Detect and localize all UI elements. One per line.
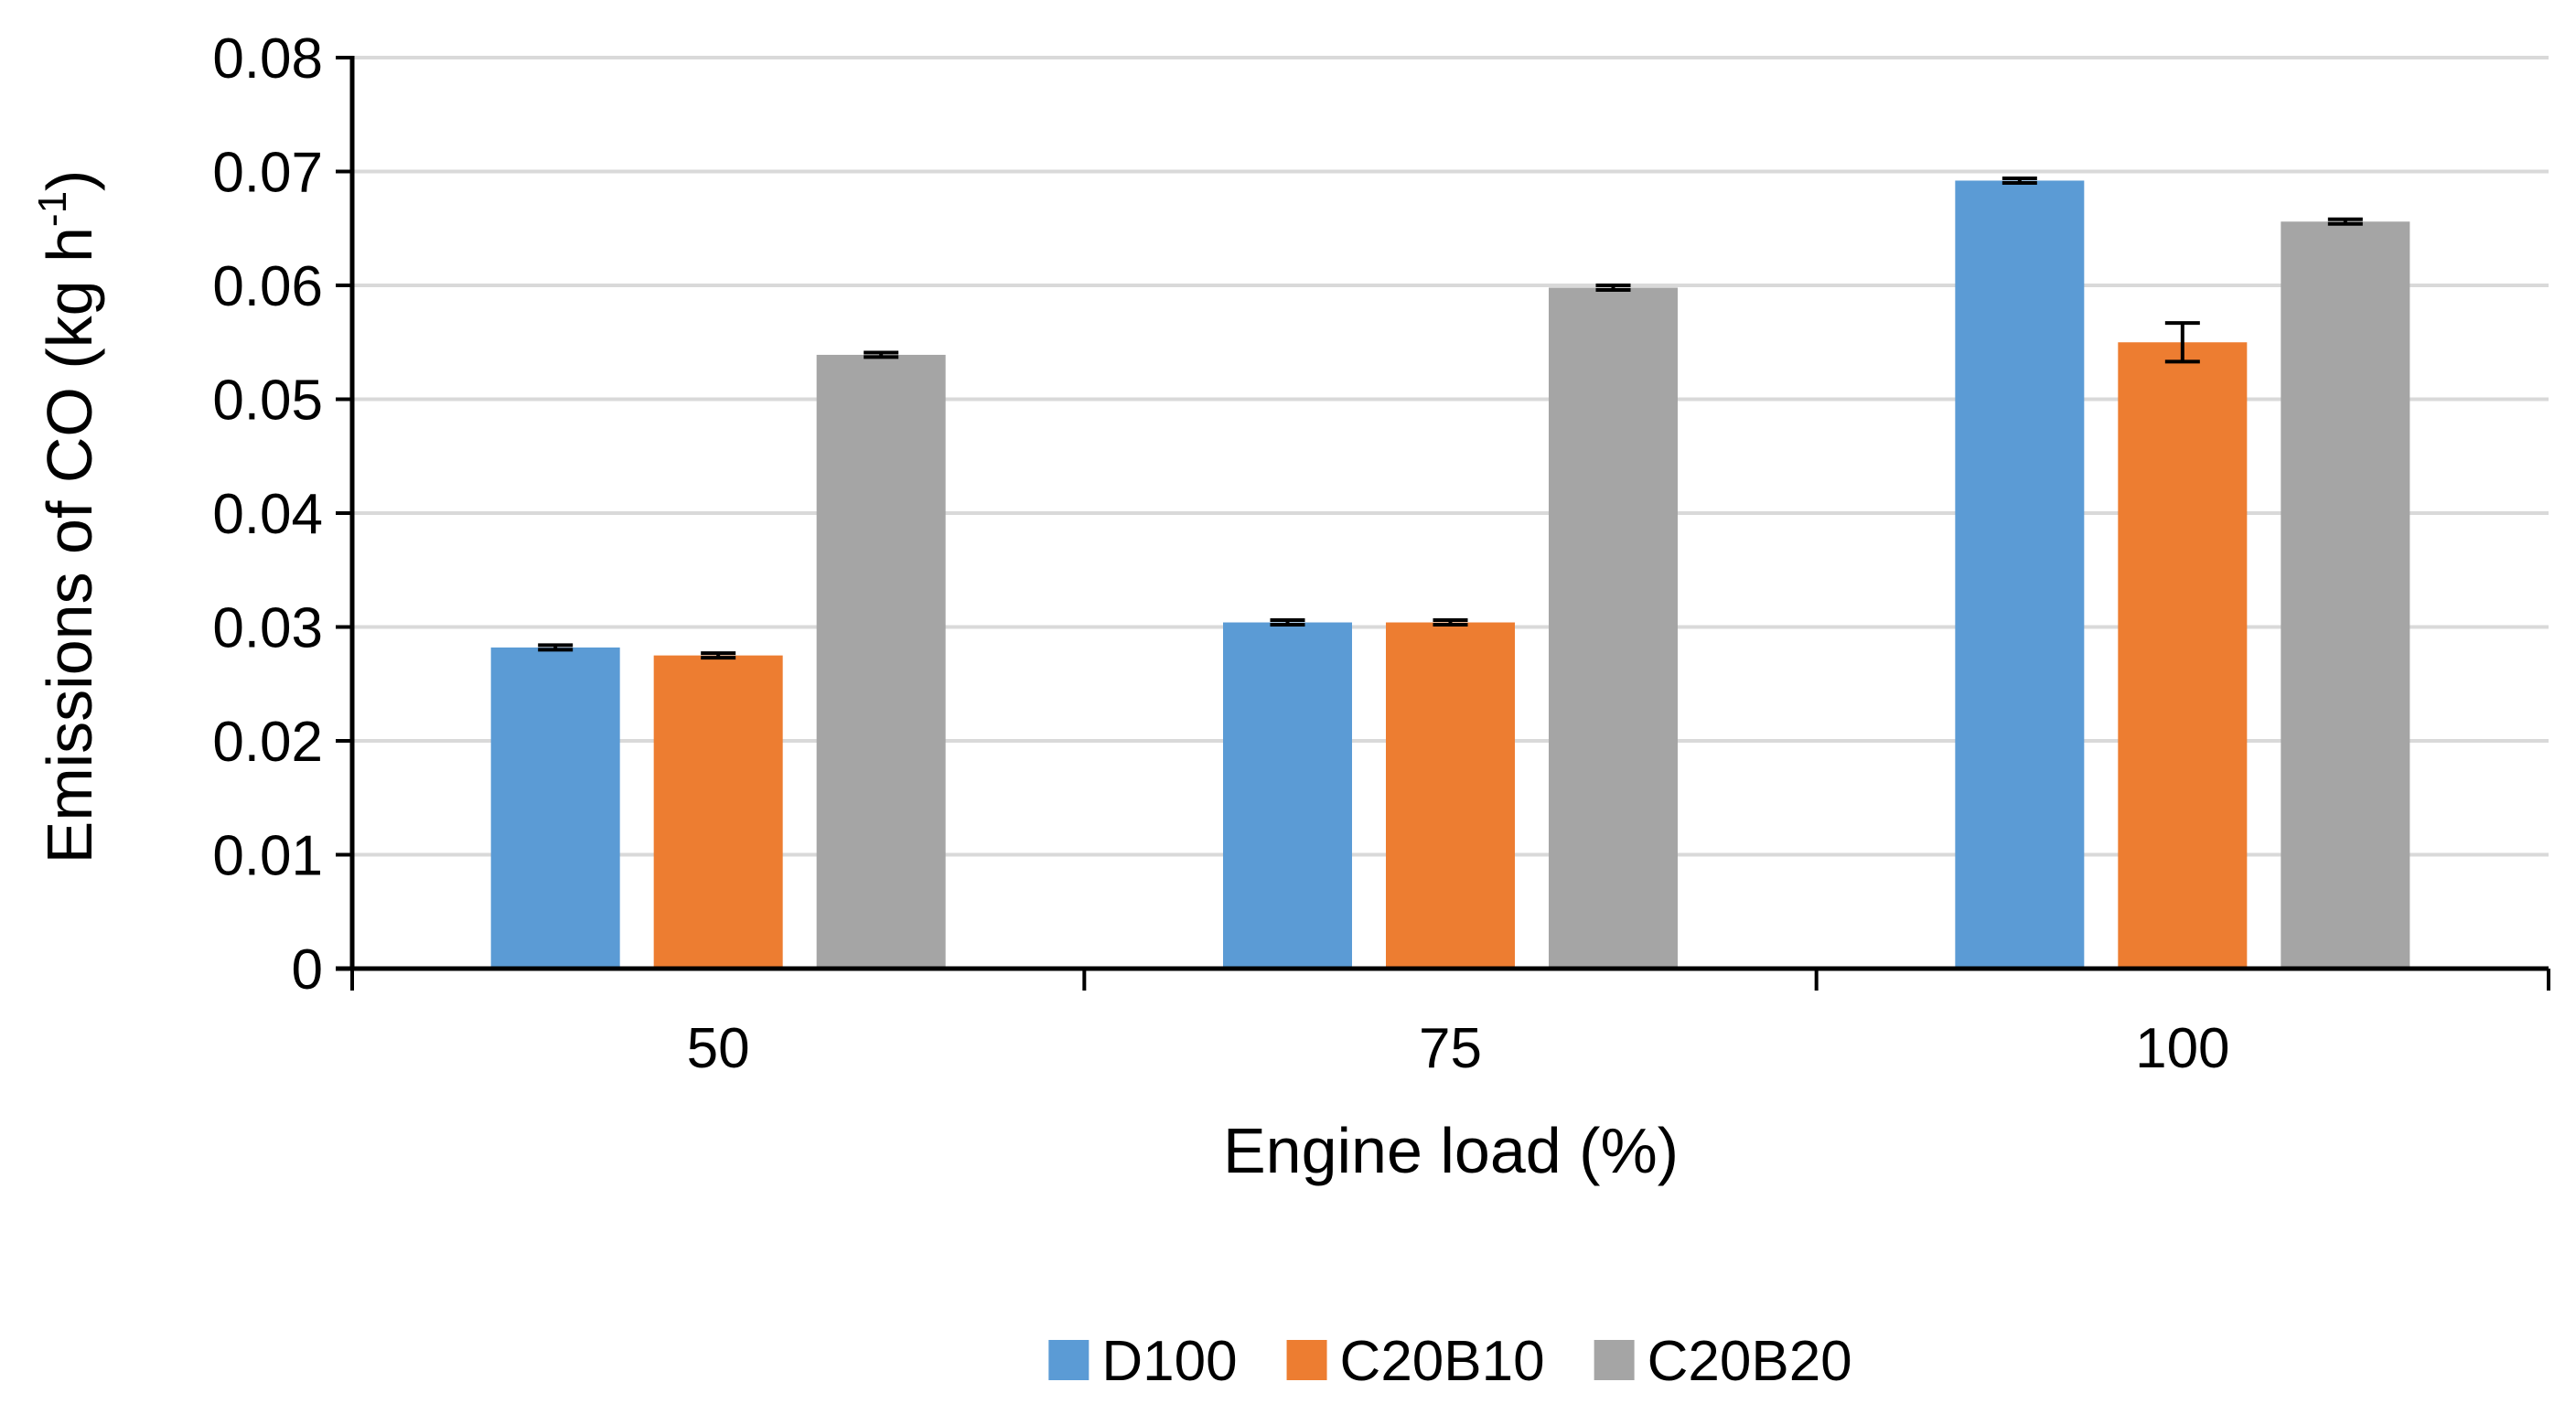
bars	[490, 180, 2410, 969]
legend-swatch	[1594, 1340, 1635, 1380]
y-tick-label: 0.02	[212, 711, 323, 774]
y-tick-label: 0.05	[212, 370, 323, 433]
error-bars	[538, 176, 2363, 660]
legend-label: D100	[1101, 1330, 1237, 1393]
y-tick-label: 0.01	[212, 825, 323, 888]
error-bar-D100-100	[2002, 176, 2037, 185]
error-bar-C20B20-100	[2327, 217, 2363, 226]
bar-D100-75	[1223, 622, 1352, 969]
x-tick-label: 100	[2135, 1017, 2229, 1080]
bar-C20B10-50	[653, 655, 783, 969]
legend-item-C20B10: C20B10	[1286, 1330, 1545, 1393]
error-bar-D100-50	[538, 643, 574, 652]
legend: D100 C20B10 C20B20	[1048, 1330, 1852, 1393]
y-axis-title-superscript: -1	[30, 191, 75, 227]
legend-swatch	[1048, 1340, 1089, 1380]
legend-swatch	[1286, 1340, 1327, 1380]
y-tick-label: 0.03	[212, 597, 323, 660]
y-axis-title-close: )	[34, 170, 105, 191]
y-tick-label: 0.04	[212, 483, 323, 546]
error-bar-C20B10-100	[2164, 321, 2200, 364]
bar-C20B10-75	[1386, 622, 1515, 969]
error-bar-D100-75	[1270, 618, 1305, 627]
bar-D100-50	[490, 647, 620, 969]
legend-item-D100: D100	[1048, 1330, 1238, 1393]
y-tick-label: 0.06	[212, 255, 323, 318]
bar-C20B20-50	[816, 354, 946, 969]
y-axis-title-main: Emissions of CO (kg h	[34, 227, 105, 863]
bar-D100-100	[1955, 180, 2085, 969]
bar-C20B10-100	[2118, 342, 2248, 969]
y-tick-label: 0.07	[212, 142, 323, 205]
x-tick-label: 50	[687, 1017, 750, 1080]
legend-label: C20B20	[1648, 1330, 1852, 1393]
bar-C20B20-75	[1549, 287, 1678, 969]
y-axis-title: Emissions of CO (kg h-1)	[30, 170, 105, 864]
legend-item-C20B20: C20B20	[1594, 1330, 1852, 1393]
error-bar-C20B20-75	[1595, 284, 1631, 292]
error-bar-C20B10-50	[701, 651, 736, 660]
error-bar-C20B10-75	[1433, 618, 1468, 627]
x-tick-label: 75	[1419, 1017, 1482, 1080]
y-tick-label: 0	[292, 938, 323, 1002]
error-bar-C20B20-50	[864, 350, 899, 359]
axes	[336, 56, 2550, 991]
bar-C20B20-100	[2281, 221, 2410, 969]
x-axis-title: Engine load (%)	[1223, 1115, 1679, 1186]
y-tick-label: 0.08	[212, 27, 323, 91]
tick-labels: 0 0.01 0.02 0.03 0.04 0.05 0.06 0.07 0.08 50 75 100	[212, 27, 2229, 1080]
legend-label: C20B10	[1340, 1330, 1545, 1393]
